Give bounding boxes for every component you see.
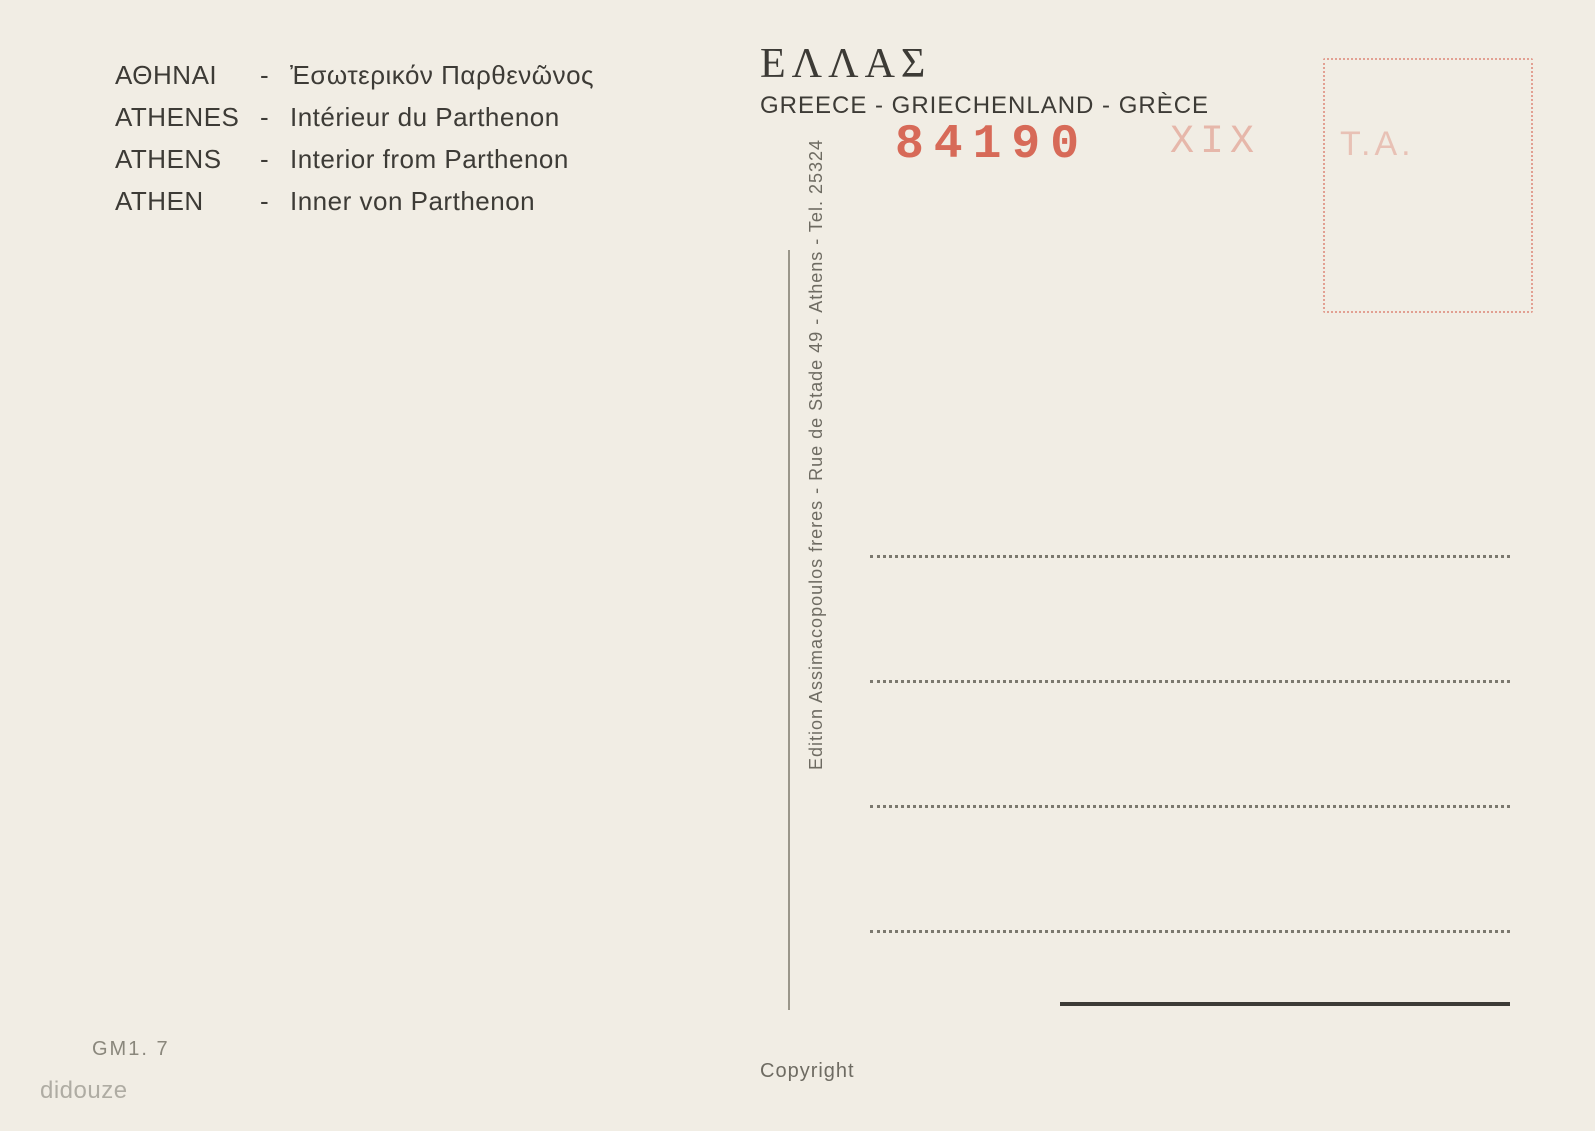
- caption-city: ATHENS: [115, 138, 260, 180]
- seller-watermark: didouze: [40, 1077, 128, 1105]
- country-translations: GREECE - GRIECHENLAND - GRÈCE: [760, 92, 1209, 120]
- reference-code: GM1. 7: [92, 1038, 170, 1061]
- caption-desc: Ἐσωτερικόν Παρθενῶνος: [290, 54, 594, 96]
- caption-block: ΑΘΗΝΑΙ - Ἐσωτερικόν Παρθενῶνος ATHENES -…: [115, 54, 594, 222]
- postmark-number: 84190: [895, 118, 1089, 172]
- postmark-date-faint: ΧIX: [1170, 120, 1260, 165]
- header-center: ΕΛΛΑΣ GREECE - GRIECHENLAND - GRÈCE: [760, 40, 1209, 120]
- address-line-4: [870, 930, 1510, 933]
- stamp-placeholder: [1323, 58, 1533, 313]
- caption-sep: -: [260, 138, 290, 180]
- postcard-back: ΑΘΗΝΑΙ - Ἐσωτερικόν Παρθενῶνος ATHENES -…: [0, 0, 1595, 1131]
- address-line-1: [870, 555, 1510, 558]
- caption-sep: -: [260, 54, 290, 96]
- country-greek: ΕΛΛΑΣ: [760, 40, 1209, 88]
- caption-sep: -: [260, 96, 290, 138]
- caption-row-french: ATHENES - Intérieur du Parthenon: [115, 96, 594, 138]
- caption-desc: Inner von Parthenon: [290, 180, 535, 222]
- copyright-text: Copyright: [760, 1060, 855, 1083]
- publisher-imprint: Edition Assimacopoulos freres - Rue de S…: [806, 139, 827, 770]
- caption-desc: Intérieur du Parthenon: [290, 96, 560, 138]
- caption-desc: Interior from Parthenon: [290, 138, 569, 180]
- caption-row-greek: ΑΘΗΝΑΙ - Ἐσωτερικόν Παρθενῶνος: [115, 54, 594, 96]
- address-line-3: [870, 805, 1510, 808]
- address-line-2: [870, 680, 1510, 683]
- caption-city: ATHENES: [115, 96, 260, 138]
- caption-city: ATHEN: [115, 180, 260, 222]
- center-divider: [788, 250, 790, 1010]
- caption-row-german: ATHEN - Inner von Parthenon: [115, 180, 594, 222]
- address-underline: [1060, 1002, 1510, 1006]
- caption-city: ΑΘΗΝΑΙ: [115, 54, 260, 96]
- caption-row-english: ATHENS - Interior from Parthenon: [115, 138, 594, 180]
- caption-sep: -: [260, 180, 290, 222]
